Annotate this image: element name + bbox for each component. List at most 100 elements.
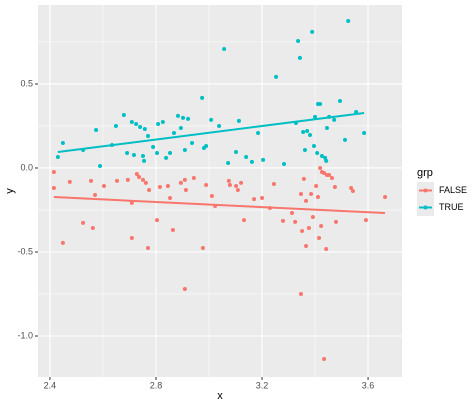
point <box>239 180 244 185</box>
point <box>252 197 257 202</box>
point <box>98 163 103 168</box>
point <box>157 184 162 189</box>
point <box>271 181 276 186</box>
point <box>319 223 324 228</box>
point <box>51 185 56 190</box>
point <box>297 55 302 60</box>
point <box>241 218 246 223</box>
point <box>249 159 254 164</box>
point <box>236 118 241 123</box>
point <box>261 157 266 162</box>
point <box>217 123 222 128</box>
point <box>172 131 177 136</box>
point <box>333 219 338 224</box>
point <box>300 228 305 233</box>
point <box>142 158 147 163</box>
point <box>168 196 173 201</box>
point <box>55 155 60 160</box>
point <box>182 177 187 182</box>
point <box>315 151 320 156</box>
point <box>310 215 315 220</box>
point <box>343 137 348 142</box>
point <box>156 121 161 126</box>
point <box>274 74 279 79</box>
point <box>115 178 120 183</box>
point <box>318 165 323 170</box>
point <box>337 98 342 103</box>
point <box>310 29 315 34</box>
point <box>165 183 170 188</box>
point <box>324 158 329 163</box>
legend-point <box>423 188 428 193</box>
point <box>282 161 287 166</box>
point <box>142 127 147 131</box>
point <box>383 195 388 200</box>
point <box>155 218 160 223</box>
point <box>51 170 56 175</box>
point <box>183 187 188 192</box>
point <box>134 172 139 177</box>
point <box>315 195 320 200</box>
point <box>186 116 191 121</box>
point <box>60 140 65 145</box>
point <box>200 245 205 250</box>
point <box>226 160 231 165</box>
point <box>60 240 65 245</box>
point <box>164 155 169 160</box>
point <box>296 38 301 43</box>
point <box>151 144 156 149</box>
point <box>137 175 142 180</box>
point <box>178 180 183 185</box>
point <box>235 187 240 192</box>
point <box>319 154 324 159</box>
point <box>168 151 173 156</box>
point <box>89 178 94 183</box>
point <box>129 200 134 205</box>
point <box>330 176 335 181</box>
point <box>90 225 95 230</box>
point <box>322 171 327 176</box>
x-tick-label: 3.2 <box>256 380 269 390</box>
point <box>131 153 136 158</box>
point <box>301 176 306 181</box>
point <box>234 183 239 188</box>
point <box>160 119 165 124</box>
point <box>191 176 196 181</box>
point <box>324 125 329 130</box>
point <box>298 192 303 197</box>
x-tick-label: 3.6 <box>362 380 375 390</box>
point <box>318 101 323 106</box>
x-axis-title: x <box>217 390 223 402</box>
point <box>350 189 355 193</box>
point <box>349 185 354 190</box>
point <box>129 119 134 124</box>
point <box>170 227 175 232</box>
legend-point <box>423 205 428 210</box>
point <box>209 117 214 122</box>
point <box>323 155 328 160</box>
point <box>327 173 332 178</box>
point <box>138 124 143 129</box>
point <box>311 143 316 148</box>
y-tick-label: -0.5 <box>17 246 33 256</box>
point <box>81 220 86 225</box>
point <box>304 243 309 248</box>
point <box>244 155 249 160</box>
point <box>125 151 130 156</box>
point <box>121 113 126 118</box>
point <box>346 18 351 23</box>
point <box>92 193 97 198</box>
panel-background <box>38 5 402 377</box>
point <box>332 117 337 122</box>
x-tick-label: 2.4 <box>44 380 57 390</box>
y-tick-label: 0.5 <box>20 78 33 88</box>
y-tick-label: 0.0 <box>20 162 33 172</box>
point <box>305 129 310 134</box>
fit-line <box>57 112 365 154</box>
point <box>363 218 368 223</box>
legend-label: FALSE <box>439 185 467 195</box>
point <box>313 114 318 119</box>
point <box>143 180 148 185</box>
point <box>256 131 261 136</box>
